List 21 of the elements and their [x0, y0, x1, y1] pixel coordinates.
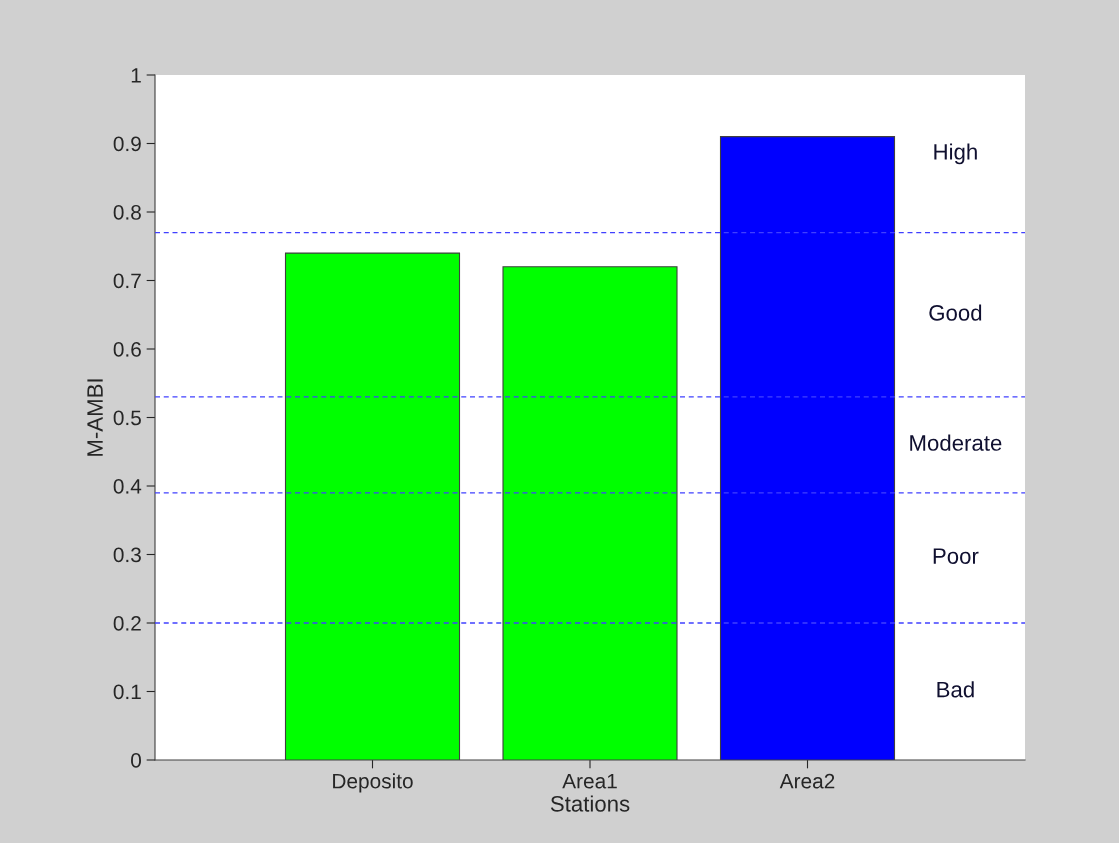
y-tick-label: 0.8 [113, 205, 141, 220]
y-axis-title: M-AMBI [87, 379, 103, 456]
y-tick-label: 0.7 [113, 273, 141, 289]
y-tick-label: 0.6 [113, 342, 141, 357]
annotation: Bad [937, 681, 974, 698]
y-tick-label: 0.4 [113, 479, 142, 494]
y-tick-label: 0.9 [113, 136, 141, 152]
x-tick-label: Deposito [333, 773, 413, 793]
y-tick-label: 0.1 [113, 684, 141, 700]
annotation: Good [929, 304, 982, 321]
y-tick-label: 1 [131, 68, 141, 83]
annotation: High [934, 143, 977, 165]
x-tick-label: Area2 [779, 773, 835, 789]
y-tick-label: 0.5 [113, 410, 141, 426]
annotation: Poor [933, 548, 979, 564]
y-tick-label: 0.2 [113, 616, 141, 631]
y-tick-label: 0 [131, 753, 141, 768]
annotation: Moderate [910, 434, 1002, 451]
x-axis-title: Stations [550, 795, 630, 812]
y-tick-label: 0.3 [113, 547, 141, 563]
x-tick-label: Area1 [562, 773, 617, 789]
